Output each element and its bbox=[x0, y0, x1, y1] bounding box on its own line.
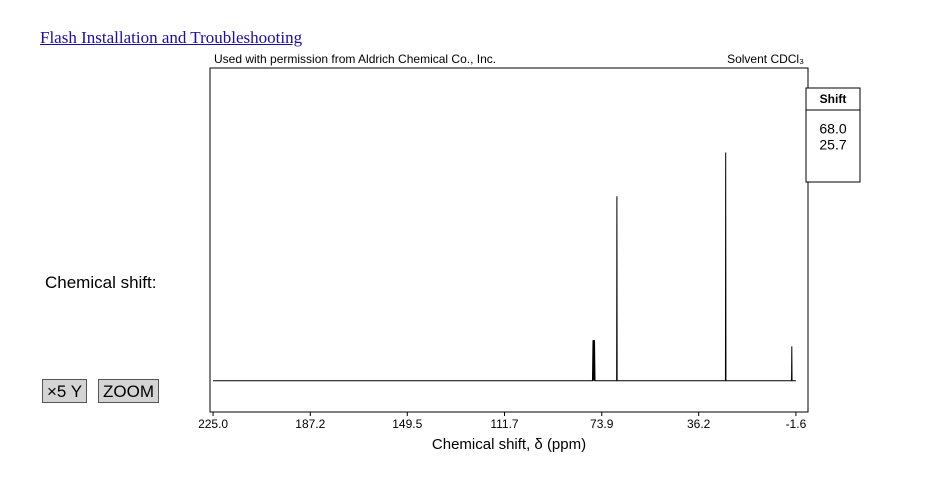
peak-table bbox=[805, 87, 861, 183]
x-tick-label: 187.2 bbox=[295, 417, 325, 431]
plot-frame bbox=[209, 67, 809, 413]
x-tick-label: 36.2 bbox=[687, 417, 711, 431]
x-axis-label: Chemical shift, δ (ppm) bbox=[432, 436, 586, 453]
x-tick-label: 73.9 bbox=[590, 417, 614, 431]
subtitle-right: Solvent CDCl₃ bbox=[727, 52, 804, 66]
x-tick-label: 225.0 bbox=[198, 417, 228, 431]
scale-button[interactable]: ×5 Y bbox=[42, 379, 88, 403]
x-tick-label: -1.6 bbox=[786, 417, 807, 431]
table-header: Shift bbox=[820, 92, 847, 106]
subtitle-left: Used with permission from Aldrich Chemic… bbox=[214, 52, 496, 66]
table-row: 25.7 bbox=[819, 137, 846, 153]
zoom-button[interactable]: ZOOM bbox=[98, 379, 159, 403]
help-link[interactable]: Flash Installation and Troubleshooting bbox=[40, 28, 303, 47]
x-tick-label: 149.5 bbox=[392, 417, 422, 431]
table-row: 68.0 bbox=[819, 121, 846, 137]
side-label: Chemical shift: bbox=[45, 273, 157, 292]
spectrum-line bbox=[213, 152, 796, 382]
x-tick-label: 111.7 bbox=[490, 417, 519, 431]
